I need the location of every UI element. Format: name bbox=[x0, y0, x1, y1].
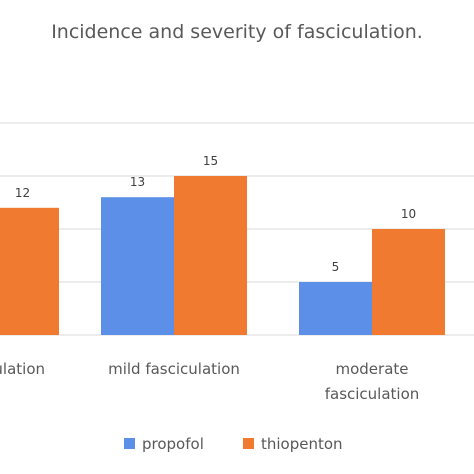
bar-thiopenton-1 bbox=[174, 176, 247, 335]
bar-thiopenton-2 bbox=[372, 229, 445, 335]
data-label-propofol-2: 5 bbox=[332, 260, 340, 274]
x-axis-tick-labels: no fasciculation mild fasciculation modera… bbox=[0, 360, 419, 403]
bar-propofol-1 bbox=[101, 197, 174, 335]
bars bbox=[0, 176, 445, 335]
legend: propofol thiopenton bbox=[124, 435, 343, 453]
x-tick-label-2: fasciculation bbox=[325, 385, 420, 403]
legend-swatch-propofol bbox=[124, 438, 135, 449]
data-label-propofol-1: 13 bbox=[130, 175, 145, 189]
chart-title: Incidence and severity of fasciculation. bbox=[51, 21, 423, 43]
data-label-thiopenton-1: 15 bbox=[203, 154, 218, 168]
bar-thiopenton-0 bbox=[0, 207, 59, 335]
bar-propofol-2 bbox=[299, 282, 372, 335]
data-label-thiopenton-2: 10 bbox=[401, 207, 416, 221]
legend-label-propofol: propofol bbox=[142, 435, 204, 453]
data-labels: 12 13 15 5 10 bbox=[15, 154, 416, 274]
legend-label-thiopenton: thiopenton bbox=[261, 435, 343, 453]
legend-swatch-thiopenton bbox=[243, 438, 254, 449]
data-label-thiopenton-0: 12 bbox=[15, 186, 30, 200]
x-tick-label-0: no fasciculation bbox=[0, 360, 45, 378]
x-tick-label-2: moderate bbox=[335, 360, 408, 378]
x-tick-label-1: mild fasciculation bbox=[108, 360, 240, 378]
